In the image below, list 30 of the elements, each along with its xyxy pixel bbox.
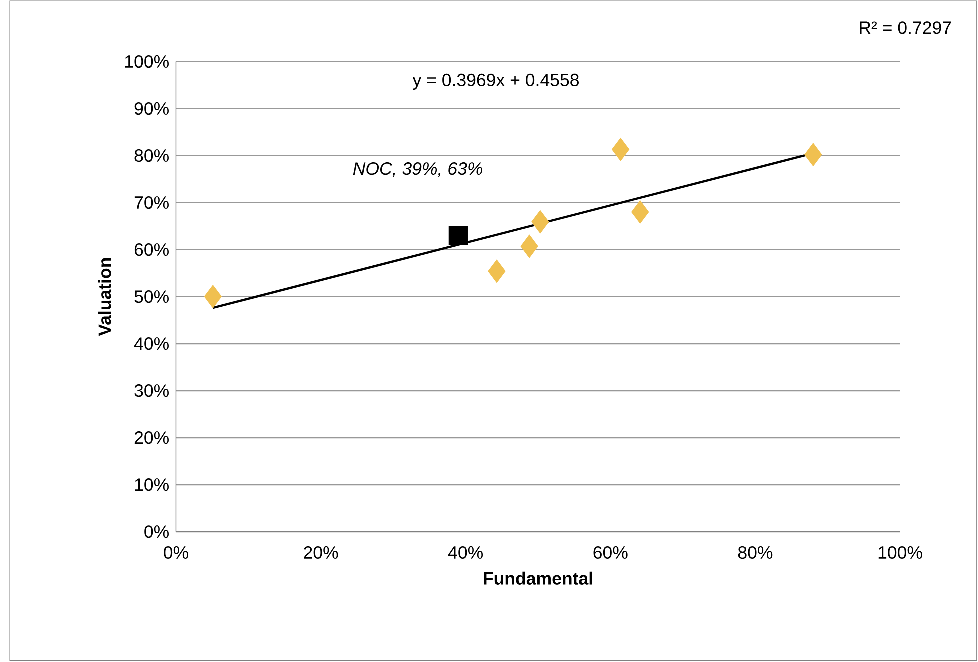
y-tick-label: 100% <box>126 56 169 68</box>
point <box>804 143 822 167</box>
y-tick-label: 60% <box>134 244 169 256</box>
y-tick-label: 70% <box>134 196 169 210</box>
text: R² = 0.7297 <box>860 22 952 34</box>
y-tick-label: 20% <box>134 432 169 444</box>
y-tick-label: 50% <box>134 290 169 304</box>
point <box>488 260 506 284</box>
y-tick-label: 90% <box>134 102 169 116</box>
x-tick-label: 40% <box>448 546 483 560</box>
y-tick-label: 30% <box>134 384 169 398</box>
y-tick-label: 10% <box>135 478 169 492</box>
annotation: NOC, 39%, 63% <box>353 162 482 178</box>
x-tick-label: 60% <box>594 546 628 560</box>
point <box>532 210 550 234</box>
annotation: y = 0.3969x + 0.4558 <box>412 74 579 90</box>
x-tick-label: 0% <box>164 546 188 560</box>
y-tick-label: 80% <box>134 150 169 162</box>
x-tick-label: 20% <box>304 546 338 560</box>
y-axis-title: Valuation <box>98 258 112 336</box>
point <box>632 200 650 224</box>
y-tick-label: 0% <box>144 526 169 538</box>
x-tick-label: 80% <box>738 546 773 560</box>
point <box>612 138 630 162</box>
point <box>204 285 222 309</box>
x-tick-label: 100% <box>878 546 922 560</box>
y-tick-label: 40% <box>134 338 169 350</box>
x-axis-title: Fundamental <box>484 572 592 586</box>
point <box>448 226 468 246</box>
point <box>520 235 538 258</box>
